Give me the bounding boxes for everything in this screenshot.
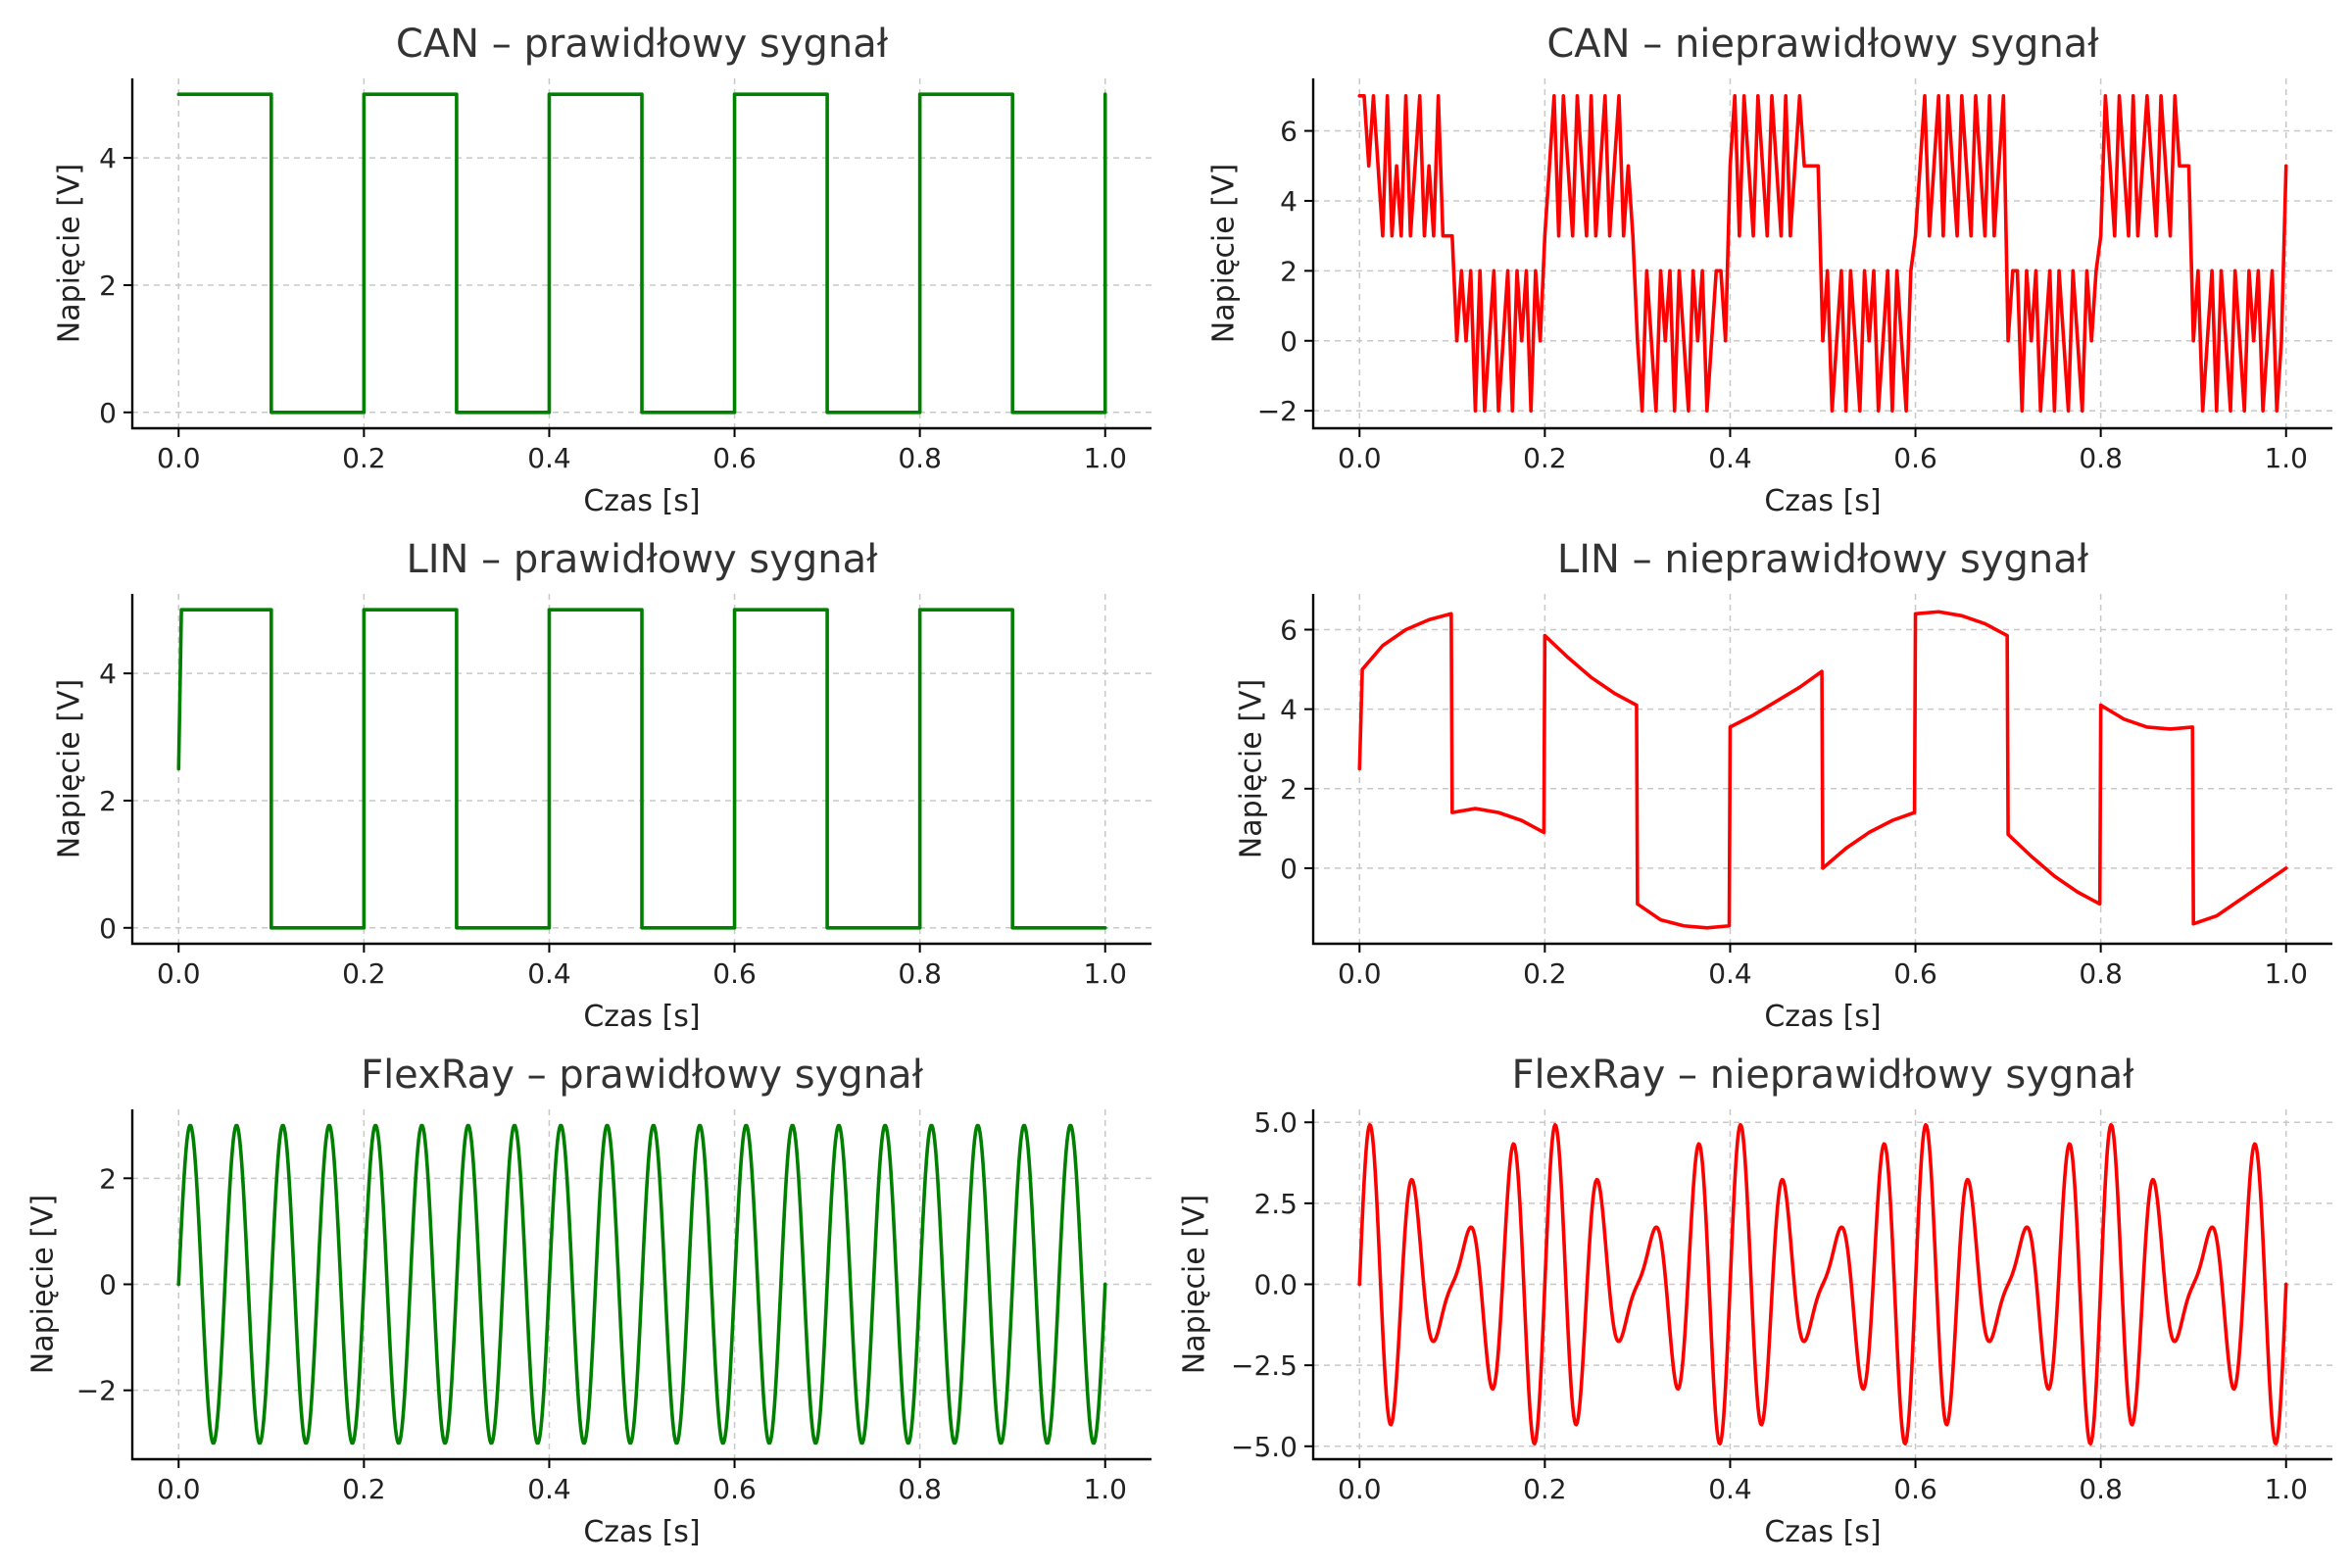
chart-can-bad: 0.0 0.2 0.4 0.6 0.8 1.0 −2 0 2 4 6 CAN – nieprawidł… <box>1207 22 2332 518</box>
x-tick-label: 0.8 <box>898 1473 942 1505</box>
chart-lin-bad: 0.0 0.2 0.4 0.6 0.8 1.0 0 2 4 6 LIN – nieprawidłow… <box>1235 537 2332 1034</box>
x-axis-label: Czas [s] <box>583 484 700 518</box>
x-tick-label: 0.8 <box>898 442 942 474</box>
y-tick-label: 2.5 <box>1253 1188 1298 1220</box>
x-tick-label: 0.2 <box>1523 957 1567 990</box>
y-tick-label: 6 <box>1280 614 1298 647</box>
y-axis-label: Napięcie [V] <box>1207 164 1242 343</box>
x-tick-label: 0.2 <box>342 1473 386 1505</box>
x-tick-label: 1.0 <box>2264 442 2308 474</box>
y-axis-label: Napięcie [V] <box>1235 679 1269 858</box>
chart-title: LIN – nieprawidłowy sygnał <box>1557 537 2089 582</box>
x-tick-label: 0.4 <box>1708 1473 1752 1505</box>
y-tick-label: −2.5 <box>1231 1349 1298 1382</box>
x-tick-label: 0.6 <box>712 1473 757 1505</box>
y-tick-label: 6 <box>1280 116 1298 148</box>
x-axis-label: Czas [s] <box>583 1000 700 1034</box>
axis-spines <box>130 1109 1152 1461</box>
chart-can-ok: 0.0 0.2 0.4 0.6 0.8 1.0 0 2 4 CAN – prawidłowy sy… <box>53 22 1152 518</box>
chart-title: FlexRay – prawidłowy sygnał <box>361 1053 924 1098</box>
y-tick-label: 4 <box>99 658 117 690</box>
y-tick-label: 5.0 <box>1253 1106 1298 1139</box>
y-tick-label: 0 <box>99 397 117 429</box>
y-tick-label: 0 <box>1280 325 1298 358</box>
x-tick-label: 0.4 <box>527 1473 571 1505</box>
series-line-lin-ok <box>176 608 1107 930</box>
y-axis-label: Napięcie [V] <box>1178 1195 1212 1374</box>
x-tick-label: 0.2 <box>1523 442 1567 474</box>
x-tick-label: 0.4 <box>527 957 571 990</box>
x-tick-label: 0.0 <box>1338 957 1382 990</box>
series-line-can-ok <box>176 92 1107 415</box>
axis-spines <box>1311 78 2332 430</box>
x-tick-label: 0.8 <box>2079 957 2123 990</box>
axis-spines <box>1311 1109 2332 1461</box>
x-tick-label: 0.4 <box>1708 957 1752 990</box>
y-tick-label: 0 <box>99 1269 117 1301</box>
chart-flexray-bad: 0.0 0.2 0.4 0.6 0.8 1.0 −5.0 −2.5 0.0 2.5 5.0 FlexR… <box>1178 1053 2332 1549</box>
x-tick-label: 0.2 <box>342 957 386 990</box>
x-tick-label: 0.0 <box>157 442 201 474</box>
axis-spines <box>1311 594 2332 946</box>
x-tick-label: 0.8 <box>898 957 942 990</box>
x-tick-label: 0.4 <box>527 442 571 474</box>
series-line-lin-bad <box>1357 610 2288 930</box>
x-axis-label: Czas [s] <box>1764 1000 1881 1034</box>
y-tick-label: −2 <box>1257 395 1298 427</box>
y-tick-label: 0.0 <box>1253 1269 1298 1301</box>
y-tick-label: 2 <box>99 785 117 817</box>
x-tick-label: 1.0 <box>1083 442 1127 474</box>
x-axis-label: Czas [s] <box>1764 1515 1881 1549</box>
chart-title: FlexRay – nieprawidłowy sygnał <box>1512 1053 2135 1098</box>
y-tick-label: 2 <box>1280 773 1298 806</box>
x-tick-label: 0.8 <box>2079 1473 2123 1505</box>
x-tick-label: 0.4 <box>1708 442 1752 474</box>
x-tick-label: 1.0 <box>1083 1473 1127 1505</box>
x-tick-label: 0.0 <box>157 1473 201 1505</box>
y-tick-label: 2 <box>1280 255 1298 287</box>
y-tick-label: −2 <box>76 1375 117 1407</box>
x-tick-label: 0.0 <box>1338 1473 1382 1505</box>
y-axis-label: Napięcie [V] <box>26 1195 61 1374</box>
series-line-flexray-ok <box>176 1123 1107 1446</box>
axis-spines <box>130 594 1152 946</box>
y-tick-label: 4 <box>99 142 117 174</box>
y-tick-label: 2 <box>99 1162 117 1195</box>
y-tick-label: 4 <box>1280 694 1298 726</box>
y-axis-label: Napięcie [V] <box>53 164 87 343</box>
chart-flexray-ok: 0.0 0.2 0.4 0.6 0.8 1.0 −2 0 2 FlexRay – prawidło… <box>26 1053 1152 1549</box>
x-tick-label: 0.0 <box>157 957 201 990</box>
x-tick-label: 0.2 <box>342 442 386 474</box>
y-tick-label: 0 <box>99 912 117 945</box>
series-line-can-bad <box>1357 94 2288 413</box>
x-axis-label: Czas [s] <box>583 1515 700 1549</box>
x-tick-label: 0.8 <box>2079 442 2123 474</box>
y-tick-label: 2 <box>99 270 117 302</box>
chart-title: LIN – prawidłowy sygnał <box>406 537 878 582</box>
x-tick-label: 1.0 <box>2264 957 2308 990</box>
y-tick-label: −5.0 <box>1231 1431 1298 1463</box>
x-tick-label: 0.6 <box>1893 957 1937 990</box>
x-tick-label: 0.2 <box>1523 1473 1567 1505</box>
x-tick-label: 0.0 <box>1338 442 1382 474</box>
x-tick-label: 0.6 <box>1893 442 1937 474</box>
x-tick-label: 0.6 <box>1893 1473 1937 1505</box>
chart-title: CAN – prawidłowy sygnał <box>396 22 889 67</box>
x-tick-label: 1.0 <box>2264 1473 2308 1505</box>
x-tick-label: 0.6 <box>712 442 757 474</box>
chart-lin-ok: 0.0 0.2 0.4 0.6 0.8 1.0 0 2 4 LIN – prawidłowy sy… <box>53 537 1152 1034</box>
axis-spines <box>130 78 1152 430</box>
y-tick-label: 0 <box>1280 853 1298 885</box>
x-axis-label: Czas [s] <box>1764 484 1881 518</box>
chart-title: CAN – nieprawidłowy sygnał <box>1546 22 2099 67</box>
series-line-flexray-bad <box>1357 1122 2288 1446</box>
x-tick-label: 1.0 <box>1083 957 1127 990</box>
y-tick-label: 4 <box>1280 185 1298 218</box>
y-axis-label: Napięcie [V] <box>53 679 87 858</box>
x-tick-label: 0.6 <box>712 957 757 990</box>
